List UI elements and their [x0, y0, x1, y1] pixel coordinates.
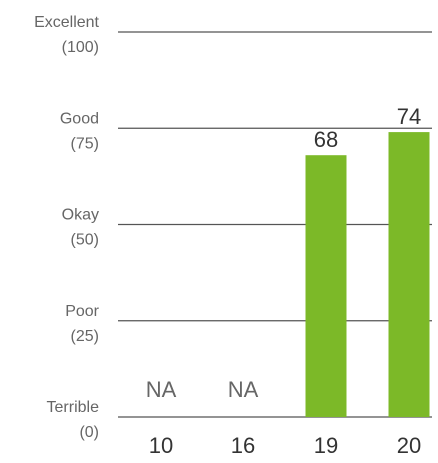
data-label-19: 68	[314, 127, 338, 152]
y-tick-label: (50)	[71, 232, 99, 249]
y-tick-label: Poor	[65, 303, 99, 320]
y-tick-label: Okay	[62, 207, 99, 224]
x-tick-label-20: 20	[397, 433, 421, 458]
y-tick-label: (0)	[79, 424, 99, 441]
y-tick-label: Terrible	[47, 399, 100, 416]
bar-layer	[305, 132, 430, 417]
data-label-20: 74	[397, 104, 421, 129]
bar-20	[388, 132, 430, 417]
bar-19	[305, 155, 347, 417]
y-tick-label: (75)	[71, 135, 99, 152]
x-tick-label-16: 16	[231, 433, 255, 458]
grid-layer	[118, 31, 432, 418]
x-tick-label-19: 19	[314, 433, 338, 458]
y-tick-label: Good	[60, 110, 99, 127]
na-label-16: NA	[228, 377, 259, 402]
label-layer: Excellent (100) Good (75) Okay (50) Poor (25) Te…	[34, 14, 421, 458]
na-label-10: NA	[146, 377, 177, 402]
y-tick-label: Excellent	[34, 14, 99, 31]
y-tick-label: (25)	[71, 328, 99, 345]
x-tick-label-10: 10	[149, 433, 173, 458]
y-tick-label: (100)	[62, 39, 99, 56]
